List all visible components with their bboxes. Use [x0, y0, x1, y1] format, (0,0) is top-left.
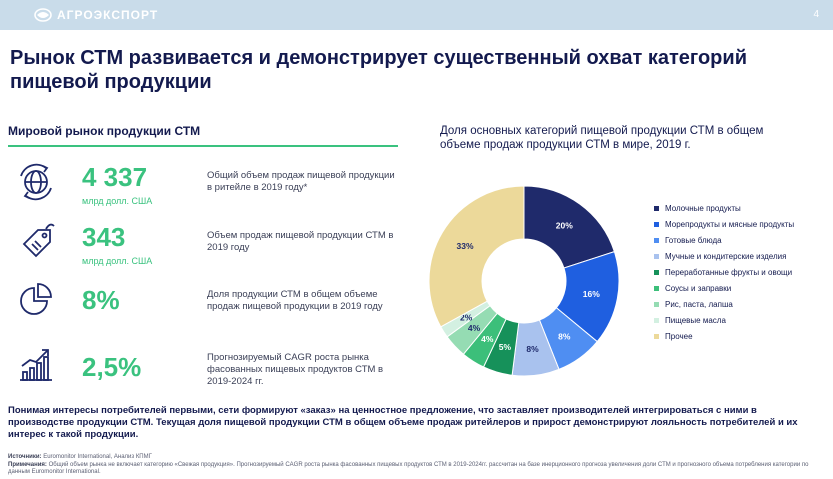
donut-slice	[428, 185, 525, 328]
legend-swatch	[654, 333, 659, 339]
slice-label: 16%	[583, 289, 600, 299]
legend-item: Мучные и кондитерские изделия	[654, 248, 794, 264]
page-title: Рынок СТМ развивается и демонстрирует су…	[10, 47, 747, 93]
legend-item: Морепродукты и мясные продукты	[654, 216, 794, 232]
stat-description: Общий объем продаж пищевой продукции в р…	[207, 170, 395, 193]
stat-description: Доля продукции СТМ в общем объеме продаж…	[207, 289, 383, 312]
legend-swatch	[654, 221, 659, 227]
slice-label: 4%	[468, 323, 481, 333]
growth-chart-icon	[20, 349, 52, 381]
page-number: 4	[813, 9, 819, 20]
donut-slice	[523, 185, 615, 269]
sources-notes: Источники: Euromonitor International, Ан…	[8, 454, 823, 477]
legend-swatch	[654, 301, 659, 307]
stat-unit: млрд долл. США	[82, 196, 153, 206]
notes-text: Общий объем рынка не включает категорию …	[8, 461, 809, 476]
bottom-summary-text: Понимая интересы потребителей первыми, с…	[8, 405, 798, 440]
legend-label: Прочее	[665, 331, 693, 341]
legend-item: Молочные продукты	[654, 200, 794, 216]
logo-text: АГРОЭКСПОРТ	[57, 8, 159, 22]
slice-label: 20%	[556, 221, 573, 231]
stat-value-retail-food: 4 337	[82, 162, 148, 192]
legend-item: Переработанные фрукты и овощи	[654, 264, 794, 280]
legend-item: Готовые блюда	[654, 232, 794, 248]
legend-label: Пищевые масла	[665, 315, 726, 325]
legend-swatch	[654, 285, 659, 291]
slice-label: 4%	[481, 334, 494, 344]
stat-description: Прогнозируемый CAGR роста рынка фасованн…	[207, 352, 384, 387]
stat-value-cagr: 2,5%	[82, 352, 142, 382]
legend-swatch	[654, 253, 659, 259]
legend-item: Прочее	[654, 328, 794, 344]
legend-label: Морепродукты и мясные продукты	[665, 219, 795, 229]
stat-value-stm-share: 8%	[82, 285, 120, 315]
pie-chart-icon	[20, 283, 52, 315]
top-bar: АГРОЭКСПОРТ 4	[0, 0, 833, 30]
legend-swatch	[654, 205, 659, 211]
donut-chart: 20%16%8%8%5%4%4%2%33%	[428, 185, 620, 377]
logo: АГРОЭКСПОРТ	[34, 8, 158, 22]
legend-label: Рис, паста, лапша	[665, 299, 733, 309]
logo-mark-icon	[34, 8, 52, 22]
slice-label: 5%	[499, 342, 512, 352]
legend-label: Мучные и кондитерские изделия	[665, 251, 787, 261]
slice-label: 8%	[526, 344, 539, 354]
slice-label: 2%	[460, 313, 473, 323]
left-section-heading: Мировой рынок продукции СТМ	[8, 124, 201, 138]
stat-unit: млрд долл. США	[82, 256, 153, 266]
notes-label: Примечания:	[8, 461, 47, 468]
chart-title: Доля основных категорий пищевой продукци…	[440, 125, 764, 151]
legend-swatch	[654, 317, 659, 323]
legend-swatch	[654, 269, 659, 275]
legend-item: Рис, паста, лапша	[654, 296, 794, 312]
legend-swatch	[654, 237, 659, 243]
sources-text: Euromonitor International, Анализ КПМГ	[43, 454, 152, 460]
slice-label: 33%	[457, 241, 474, 251]
divider	[8, 145, 398, 147]
legend-label: Переработанные фрукты и овощи	[665, 267, 793, 277]
legend-label: Молочные продукты	[665, 203, 741, 213]
globe-money-icon	[20, 163, 52, 201]
stat-value-stm-sales: 343	[82, 222, 126, 252]
legend-item: Пищевые масла	[654, 312, 794, 328]
legend-item: Соусы и заправки	[654, 280, 794, 296]
legend-label: Готовые блюда	[665, 235, 722, 245]
chart-legend: Молочные продукты Морепродукты и мясные п…	[654, 200, 794, 344]
legend-label: Соусы и заправки	[665, 283, 732, 293]
sources-label: Источники:	[8, 454, 42, 460]
stat-description: Объем продаж пищевой продукции СТМ в 201…	[207, 230, 394, 253]
slice-label: 8%	[558, 331, 571, 341]
price-tag-icon	[22, 223, 55, 258]
